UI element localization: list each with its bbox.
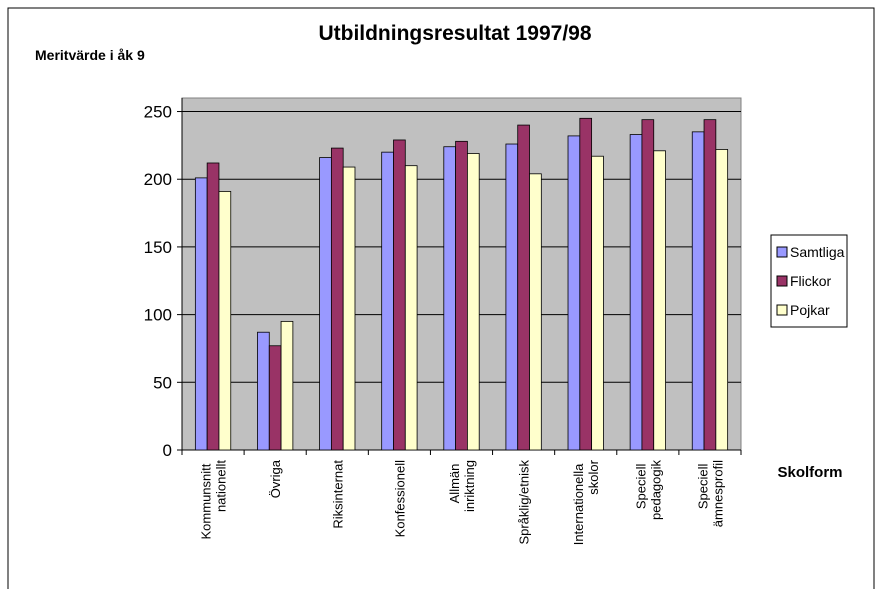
y-tick-label: 200	[144, 170, 172, 189]
bar	[443, 146, 456, 451]
bar	[591, 155, 604, 451]
x-tick-label: Allmän inriktning	[447, 460, 477, 512]
bar	[703, 119, 717, 451]
bar	[257, 331, 270, 451]
bar	[381, 151, 394, 451]
bar	[194, 177, 208, 451]
legend-swatch	[776, 304, 788, 316]
x-tick-label: Språklig/etnisk	[517, 460, 532, 545]
bar	[404, 165, 418, 451]
y-tick-label: 0	[163, 441, 172, 460]
bar	[567, 135, 581, 451]
bar	[529, 173, 542, 451]
y-tick-label: 50	[153, 373, 172, 392]
bar	[691, 131, 705, 451]
bar	[342, 166, 356, 451]
bar	[629, 134, 643, 451]
bar	[455, 140, 468, 451]
y-tick-label: 250	[144, 103, 172, 122]
bar	[206, 162, 220, 451]
bar	[715, 149, 729, 451]
x-tick-label: Speciell pedagogik	[633, 460, 663, 520]
legend-label: Flickor	[790, 273, 832, 289]
bar	[268, 345, 282, 451]
x-tick-label: Övriga	[268, 459, 283, 498]
legend-label: Samtliga	[790, 244, 845, 260]
bar	[517, 124, 530, 451]
bar	[280, 320, 294, 451]
y-tick-label: 150	[144, 238, 172, 257]
bar	[393, 139, 406, 451]
y-axis-label: Meritvärde i åk 9	[35, 47, 145, 63]
legend-label: Pojkar	[790, 302, 830, 318]
x-tick-label: Riksinternat	[330, 460, 345, 529]
chart-title: Utbildningsresultat 1997/98	[318, 22, 591, 45]
bar	[467, 153, 480, 451]
bar	[330, 147, 344, 451]
bar	[319, 157, 332, 451]
x-tick-label: Kommunsnitt nationellt	[199, 460, 229, 540]
bar	[579, 117, 593, 451]
x-tick-label: Speciell ämnesprofil	[695, 460, 725, 527]
bar	[218, 191, 232, 451]
x-axis-label: Skolform	[777, 464, 842, 481]
legend-swatch	[776, 246, 788, 258]
y-tick-label: 100	[144, 306, 172, 325]
bar	[641, 119, 655, 451]
bar	[653, 150, 666, 451]
x-tick-label: Internationella skolor	[571, 459, 601, 545]
bar	[505, 143, 519, 451]
legend-swatch	[776, 275, 788, 287]
x-tick-label: Konfessionell	[392, 460, 407, 537]
